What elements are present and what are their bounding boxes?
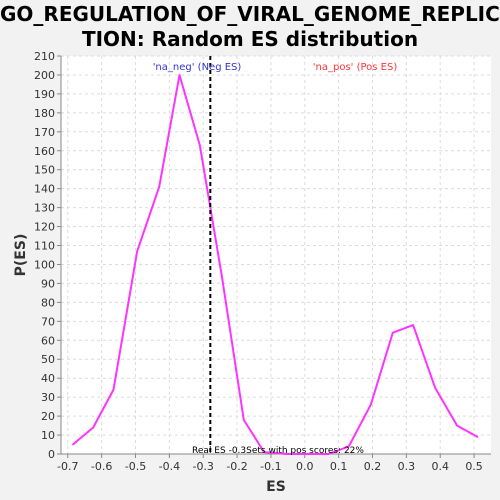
y-tick-label: 150 xyxy=(34,164,55,177)
x-tick-label: -0.7 xyxy=(57,460,78,473)
series-point xyxy=(456,424,458,427)
series-point xyxy=(72,443,74,446)
y-tick-label: 60 xyxy=(41,334,55,347)
y-tick-label: 30 xyxy=(41,391,55,404)
series-point xyxy=(92,426,94,429)
series-point xyxy=(412,324,414,326)
y-tick-label: 120 xyxy=(34,221,55,234)
chart-title-line-2: TION: Random ES distribution xyxy=(81,27,419,51)
y-axis-label: P(ES) xyxy=(13,234,29,277)
x-tick-label: -0.2 xyxy=(226,460,247,473)
series-point xyxy=(327,453,330,455)
series-point xyxy=(434,386,436,389)
x-tick-label: -0.6 xyxy=(91,460,112,473)
series-point xyxy=(221,275,223,277)
y-tick-label: 160 xyxy=(34,145,55,158)
y-tick-label: 80 xyxy=(41,296,55,309)
y-tick-label: 210 xyxy=(34,50,55,63)
y-tick-label: 200 xyxy=(34,69,55,82)
series-point xyxy=(199,144,201,146)
neg-es-annotation: 'na_neg' (Neg ES) xyxy=(153,62,242,73)
series-point xyxy=(178,74,181,76)
y-tick-label: 40 xyxy=(41,372,55,385)
y-tick-label: 190 xyxy=(34,88,55,101)
series-point xyxy=(136,250,138,253)
y-tick-label: 90 xyxy=(41,277,55,290)
x-tick-label: 0.3 xyxy=(398,460,416,473)
real-es-annotation: Real ES -0.3Sets with pos scores: 22% xyxy=(192,446,364,456)
y-tick-label: 0 xyxy=(48,448,55,461)
y-tick-label: 180 xyxy=(34,107,55,120)
chart-title-line-1: GO_REGULATION_OF_VIRAL_GENOME_REPLICA xyxy=(0,2,500,26)
plot-area xyxy=(61,56,491,454)
series-point xyxy=(392,331,394,334)
x-tick-label: 0.1 xyxy=(330,460,348,473)
y-tick-label: 110 xyxy=(34,240,55,253)
y-tick-label: 20 xyxy=(41,410,55,423)
y-tick-label: 100 xyxy=(34,258,55,271)
y-tick-label: 50 xyxy=(41,353,55,366)
x-tick-label: -0.5 xyxy=(125,460,146,473)
x-tick-label: -0.1 xyxy=(260,460,281,473)
series-line xyxy=(72,74,478,455)
series-point xyxy=(370,403,372,406)
x-tick-label: 0.5 xyxy=(465,460,483,473)
series-point xyxy=(476,436,479,438)
pos-es-annotation: 'na_pos' (Pos ES) xyxy=(313,62,398,73)
y-tick-label: 170 xyxy=(34,126,55,139)
x-tick-label: 0.0 xyxy=(296,460,314,473)
series-point xyxy=(243,419,245,421)
series-point xyxy=(158,185,160,188)
series-point xyxy=(112,388,115,391)
x-axis-label: ES xyxy=(266,479,286,495)
x-tick-label: -0.4 xyxy=(159,460,180,473)
x-tick-label: 0.2 xyxy=(364,460,382,473)
series-point xyxy=(305,453,308,455)
series-point xyxy=(263,451,265,453)
y-tick-label: 10 xyxy=(41,429,55,442)
y-tick-label: 140 xyxy=(34,183,55,196)
y-tick-label: 130 xyxy=(34,202,55,215)
series-point xyxy=(347,445,350,448)
y-tick-label: 70 xyxy=(41,315,55,328)
x-tick-label: -0.3 xyxy=(192,460,213,473)
series-point xyxy=(285,453,287,455)
x-tick-label: 0.4 xyxy=(431,460,449,473)
